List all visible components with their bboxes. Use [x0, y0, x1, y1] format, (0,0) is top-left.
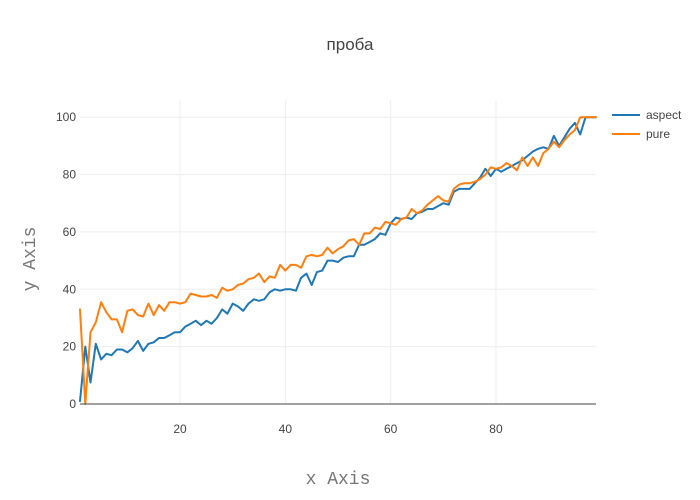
y-tick-label: 0	[69, 397, 76, 411]
x-tick-label: 40	[279, 422, 293, 436]
y-tick-label: 20	[63, 340, 77, 354]
series-line-pure	[79, 116, 597, 405]
y-tick-label: 100	[56, 110, 76, 124]
legend-label-aspect: aspect	[646, 108, 682, 122]
x-tick-label: 80	[489, 422, 503, 436]
y-tick-label: 80	[63, 168, 77, 182]
y-tick-label: 40	[63, 282, 77, 296]
y-tick-label: 60	[63, 225, 77, 239]
y-axis-title: y Axis	[21, 227, 41, 292]
series-layer	[79, 116, 597, 405]
axis-layer: 0 20 40 60 80 100 20 40 60 80	[56, 110, 596, 436]
chart-title: проба	[327, 35, 374, 54]
x-tick-label: 20	[173, 422, 187, 436]
x-tick-label: 60	[384, 422, 398, 436]
legend-label-pure: pure	[646, 127, 670, 141]
x-axis-title: x Axis	[306, 470, 371, 490]
legend[interactable]: aspect pure	[612, 108, 682, 141]
series-line-aspect	[79, 116, 597, 403]
grid-layer	[80, 100, 596, 404]
